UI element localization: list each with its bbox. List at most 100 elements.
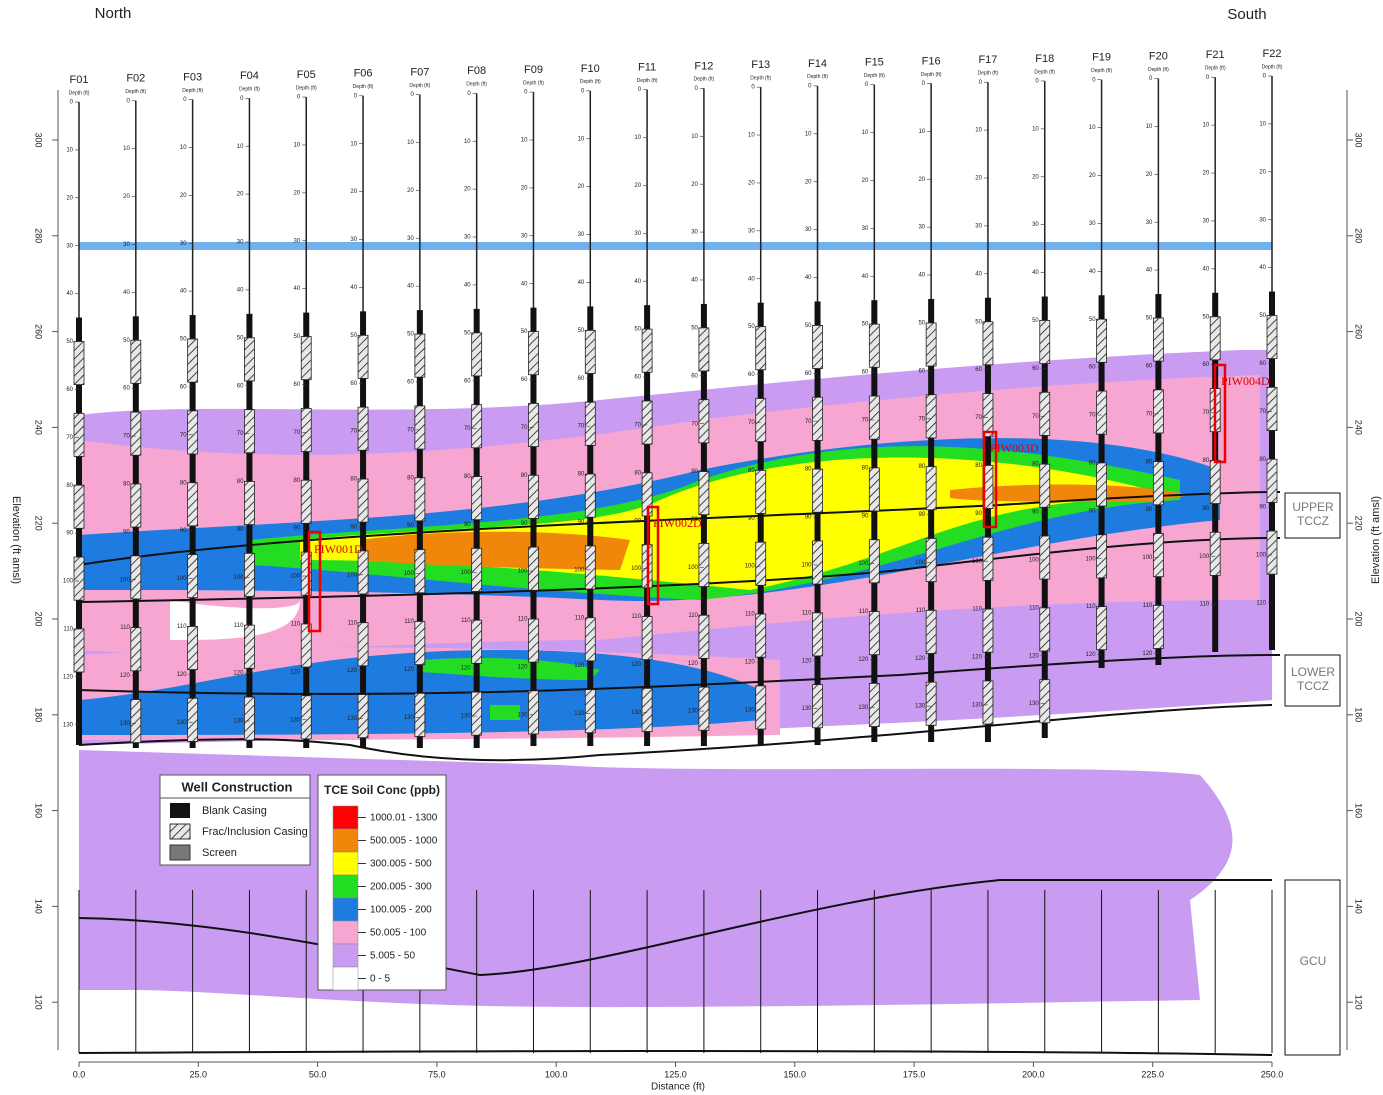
legend-swatch (170, 803, 190, 818)
depth-tick-label: 80 (918, 464, 925, 470)
blank-casing (871, 300, 878, 742)
frac-casing (1096, 390, 1107, 435)
frac-casing (357, 622, 369, 667)
well-name: F04 (240, 70, 259, 82)
legend-item: Frac/Inclusion Casing (202, 826, 308, 838)
depth-tick-label: 50 (464, 330, 471, 336)
depth-tick-label: 90 (918, 512, 925, 518)
depth-tick-label: 30 (1032, 222, 1039, 228)
x-tick-label: 150.0 (784, 1069, 807, 1079)
y-tick-label: 140 (34, 899, 44, 914)
depth-tick-label: 0 (751, 85, 755, 91)
axis-title: Elevation (ft amsl) (1370, 496, 1382, 584)
depth-label: Depth (ft) (1205, 66, 1226, 72)
axes: Elevation (ft amsl) Elevation (ft amsl) … (10, 90, 1382, 1093)
well-name: F13 (751, 59, 770, 71)
depth-tick-label: 20 (350, 189, 357, 195)
frac-casing (300, 407, 312, 452)
x-tick-label: 75.0 (428, 1069, 446, 1079)
piw-box (646, 505, 660, 606)
depth-tick-label: 100 (290, 574, 301, 580)
depth-tick-label: 90 (180, 528, 187, 534)
depth-tick-label: 20 (237, 192, 244, 198)
depth-tick-label: 60 (918, 368, 925, 374)
frac-casing (414, 333, 426, 378)
legend-item: 300.005 - 500 (370, 859, 432, 870)
depth-tick-label: 10 (464, 139, 471, 145)
depth-tick-label: 50 (748, 324, 755, 330)
depth-tick-label: 120 (290, 669, 301, 675)
depth-tick-label: 50 (237, 335, 244, 341)
well-name: F07 (410, 66, 429, 78)
legend-swatch (332, 851, 359, 876)
depth-tick-label: 110 (972, 607, 982, 613)
depth-tick-label: 0 (1035, 79, 1039, 85)
well-name: F15 (865, 57, 884, 69)
depth-tick-label: 110 (404, 619, 414, 625)
depth-tick-label: 110 (347, 620, 357, 626)
depth-tick-label: 60 (748, 372, 755, 378)
y-tick-label: 140 (1354, 899, 1364, 914)
depth-tick-label: 0 (70, 100, 74, 106)
frac-casing (1039, 391, 1051, 436)
y-tick-label: 260 (34, 324, 44, 339)
depth-tick-label: 30 (805, 227, 812, 233)
depth-tick-label: 110 (688, 613, 698, 619)
frac-casing (1039, 679, 1051, 724)
depth-tick-label: 80 (975, 463, 982, 469)
depth-tick-label: 70 (918, 416, 925, 422)
depth-tick-label: 80 (237, 479, 244, 485)
zone-box (1284, 879, 1341, 1056)
frac-casing (130, 339, 142, 384)
depth-tick-label: 130 (63, 722, 74, 728)
depth-tick-label: 20 (1259, 169, 1266, 175)
depth-tick-label: 30 (350, 237, 357, 243)
blank-casing (246, 313, 253, 748)
depth-tick-label: 0 (1092, 77, 1096, 83)
depth-tick-label: 70 (521, 425, 528, 431)
frac-casing (414, 405, 426, 450)
depth-tick-label: 110 (1200, 602, 1210, 608)
depth-tick-label: 60 (1259, 361, 1266, 367)
depth-tick-label: 100 (745, 564, 756, 570)
depth-tick-label: 100 (347, 572, 358, 578)
depth-tick-label: 50 (918, 321, 925, 327)
depth-tick-label: 90 (123, 529, 130, 535)
depth-tick-label: 10 (66, 147, 73, 153)
depth-tick-label: 120 (1029, 653, 1040, 659)
frac-casing (1039, 607, 1051, 652)
frac-casing (982, 393, 994, 438)
depth-tick-label: 90 (578, 520, 585, 526)
frac-casing (868, 683, 880, 727)
depth-tick-label: 20 (1146, 172, 1153, 178)
depth-label: Depth (ft) (1091, 68, 1112, 74)
frac-casing (812, 684, 823, 729)
x-tick-label: 225.0 (1141, 1069, 1164, 1079)
y-tick-label: 220 (1354, 516, 1364, 531)
well-name: F06 (354, 68, 373, 80)
depth-tick-label: 60 (1203, 362, 1210, 368)
x-tick-label: 125.0 (664, 1069, 687, 1079)
frac-casing (584, 689, 596, 734)
frac-casing (641, 328, 653, 373)
depth-tick-label: 100 (120, 577, 131, 583)
depth-tick-label: 70 (66, 435, 73, 441)
frac-casing (244, 337, 255, 382)
depth-tick-label: 120 (915, 656, 926, 662)
depth-tick-label: 70 (634, 422, 641, 428)
frac-casing (471, 404, 483, 449)
depth-tick-label: 10 (294, 143, 301, 149)
y-tick-label: 300 (34, 132, 44, 147)
depth-tick-label: 60 (407, 380, 414, 386)
frac-casing (982, 321, 994, 366)
frac-casing (130, 627, 142, 672)
depth-tick-label: 50 (350, 333, 357, 339)
depth-tick-label: 30 (237, 240, 244, 246)
depth-tick-label: 70 (180, 432, 187, 438)
boundary (78, 654, 1281, 696)
depth-tick-label: 20 (634, 183, 641, 189)
blank-casing (416, 310, 423, 748)
depth-tick-label: 60 (294, 382, 301, 388)
depth-tick-label: 50 (123, 338, 130, 344)
depth-tick-label: 110 (1086, 604, 1096, 610)
